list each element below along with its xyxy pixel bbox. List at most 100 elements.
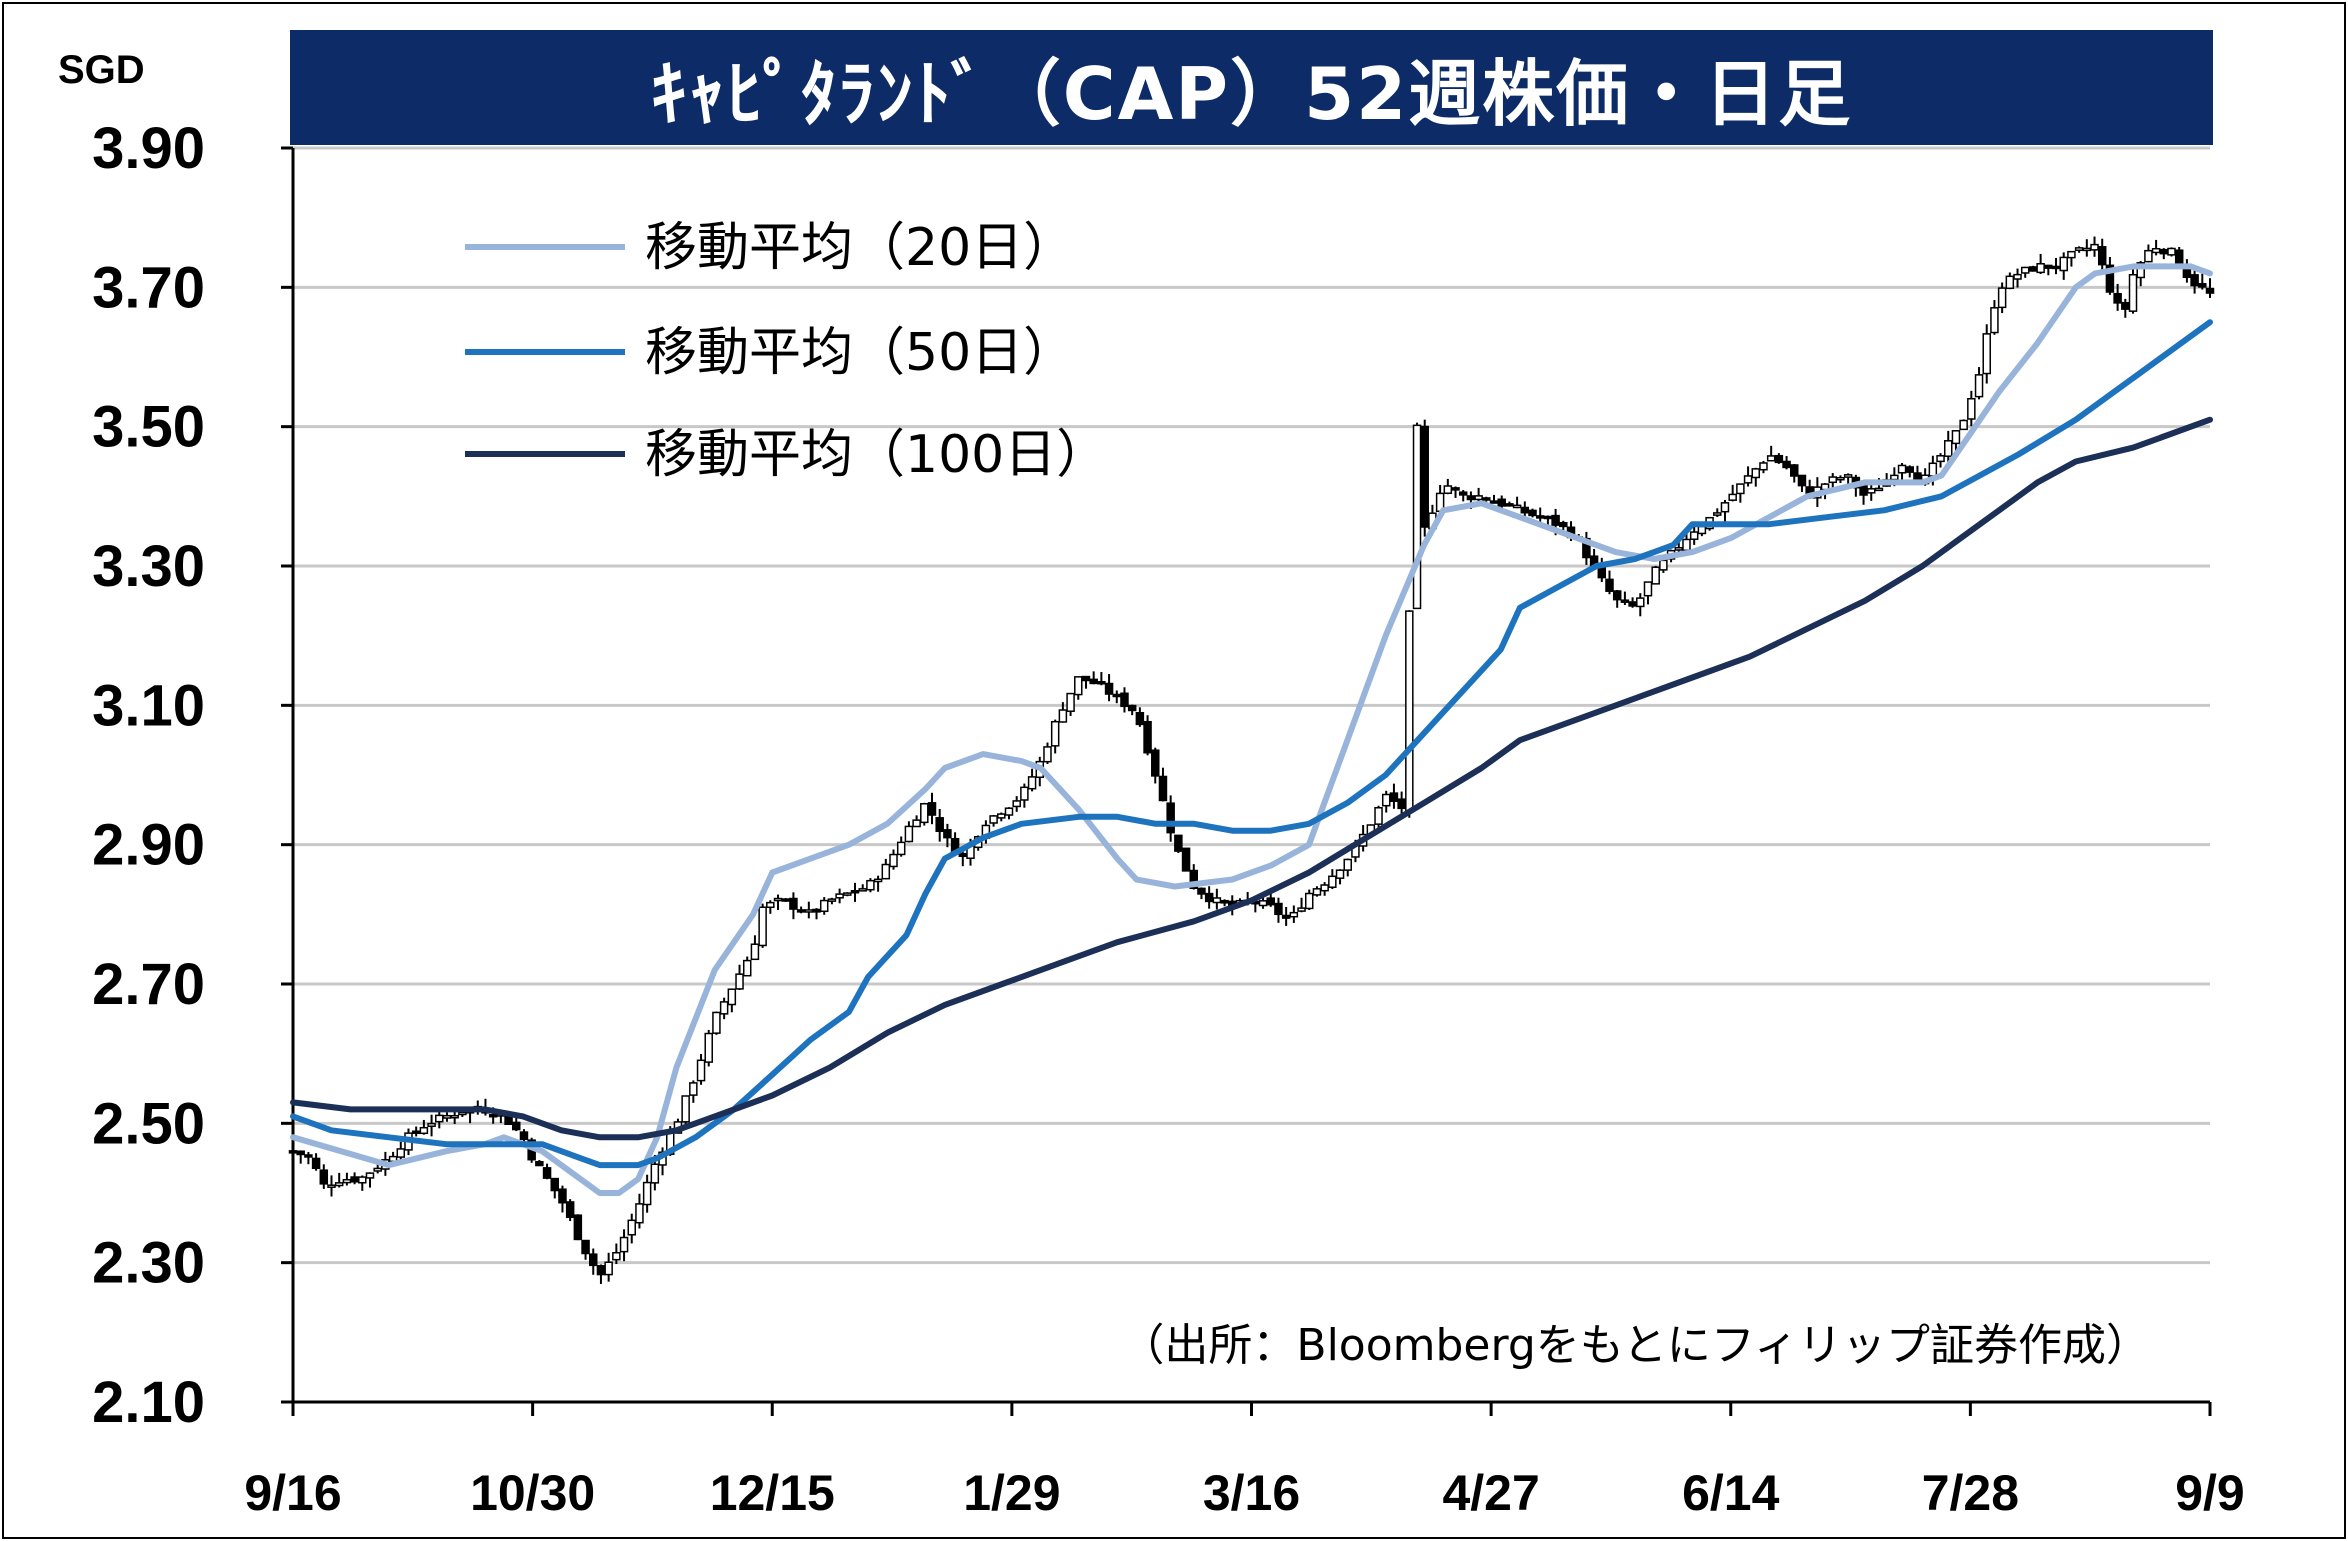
candle-body [1659, 559, 1668, 571]
candle-body [819, 899, 829, 913]
candle-body [1320, 884, 1329, 892]
candle-body [1936, 455, 1945, 463]
candle-body [1928, 462, 1938, 477]
candle-body [334, 1182, 344, 1187]
candle-body [1751, 468, 1761, 479]
candle-body [419, 1126, 429, 1135]
candle-body [1389, 792, 1399, 803]
y-tick-label: 2.90 [92, 813, 205, 878]
candle-body [1682, 538, 1691, 552]
candle-body [727, 988, 737, 1006]
candle-body [1197, 887, 1206, 895]
candle-body [835, 893, 844, 899]
axes [281, 146, 2212, 1416]
candle-body [1943, 440, 1953, 457]
candle-body [789, 897, 798, 910]
x-tick-label: 4/27 [1442, 1465, 1539, 1521]
candle-body [1959, 419, 1968, 431]
candle-body [1189, 869, 1199, 889]
candle-body [1759, 462, 1768, 471]
candle-body [1905, 466, 1914, 473]
x-tick-label: 10/30 [470, 1465, 595, 1521]
candle-body [342, 1178, 352, 1184]
candle-body [581, 1239, 590, 1255]
candle-body [997, 813, 1006, 819]
candle-body [689, 1082, 698, 1096]
candle-body [866, 879, 875, 891]
candle-body [1890, 474, 1899, 481]
moving-average-lines [290, 263, 2213, 1196]
x-tick-label: 6/14 [1682, 1465, 1780, 1521]
source-note: （出所：Bloombergをもとにフィリップ証券作成） [1120, 1320, 2150, 1371]
candle-body [2121, 301, 2130, 310]
legend-label-ma50-line: 移動平均（50日） [645, 323, 1075, 383]
y-tick-label: 3.30 [92, 534, 205, 599]
candle-body [896, 841, 906, 856]
candle-body [1766, 455, 1776, 462]
candle-body [1004, 807, 1014, 816]
x-tick-label: 9/16 [244, 1465, 341, 1521]
candle-body [1089, 678, 1098, 685]
candle-body [365, 1172, 375, 1179]
candle-body [1643, 581, 1653, 597]
candle-body [989, 815, 998, 824]
candle-body [2159, 248, 2169, 255]
chart-title: ｷｬﾋﾟﾀﾗﾝﾄﾞ（CAP）52週株価・日足 [290, 30, 2213, 145]
x-tick-label: 7/28 [1922, 1465, 2019, 1521]
candle-body [1897, 464, 1907, 474]
candle-body [1843, 474, 1853, 478]
candle-body [681, 1095, 690, 1123]
candle-body [1297, 907, 1306, 912]
y-tick-label: 2.10 [92, 1370, 205, 1435]
candle-body [373, 1167, 382, 1172]
candle-body [619, 1236, 629, 1253]
candle-body [1636, 597, 1645, 608]
legend-label-ma100-line: 移動平均（100日） [645, 425, 1108, 485]
ma100-line [290, 416, 2213, 1141]
candle-body [1790, 464, 1799, 477]
candle-body [735, 973, 744, 990]
candle-body [512, 1121, 521, 1131]
candle-body [435, 1114, 444, 1123]
candle-body [1112, 693, 1122, 698]
y-tick-labels: 3.90 3.70 3.50 3.30 3.10 2.90 2.70 2.50 2.30 2.10 [92, 116, 205, 1435]
candle-body [1120, 692, 1129, 708]
candle-body [1520, 506, 1530, 514]
candle-body [604, 1261, 613, 1276]
candle-body [1397, 798, 1406, 810]
candle-body [358, 1176, 367, 1184]
candle-body [719, 1001, 729, 1015]
candle-body [704, 1032, 713, 1063]
candle-body [427, 1122, 436, 1127]
candle-body [773, 897, 783, 902]
candle-body [1859, 485, 1868, 496]
candle-body [1420, 425, 1429, 528]
candle-body [1135, 711, 1145, 726]
candle-body [1543, 515, 1553, 520]
candle-body [1836, 476, 1845, 481]
candle-body [1451, 487, 1460, 491]
candle-body [327, 1184, 336, 1188]
candle-body [1605, 578, 1614, 592]
candle-body [1212, 897, 1222, 904]
candle-body [1720, 502, 1730, 513]
candle-body [750, 943, 760, 961]
candle-body [1512, 504, 1522, 509]
candle-body [2020, 266, 2030, 274]
candle-body [2051, 265, 2061, 270]
candle-body [1405, 610, 1414, 812]
candle-body [2128, 273, 2138, 312]
candle-body [1181, 847, 1191, 872]
candle-body [1443, 485, 1453, 494]
candle-body [1651, 566, 1660, 585]
candle-body [1012, 800, 1021, 808]
candle-body [904, 825, 914, 843]
candle-body [650, 1163, 660, 1184]
candle-body [2190, 274, 2199, 287]
candle-body [350, 1176, 359, 1183]
candle-body [1020, 786, 1029, 801]
candle-body [889, 853, 898, 868]
candle-body [396, 1148, 406, 1158]
